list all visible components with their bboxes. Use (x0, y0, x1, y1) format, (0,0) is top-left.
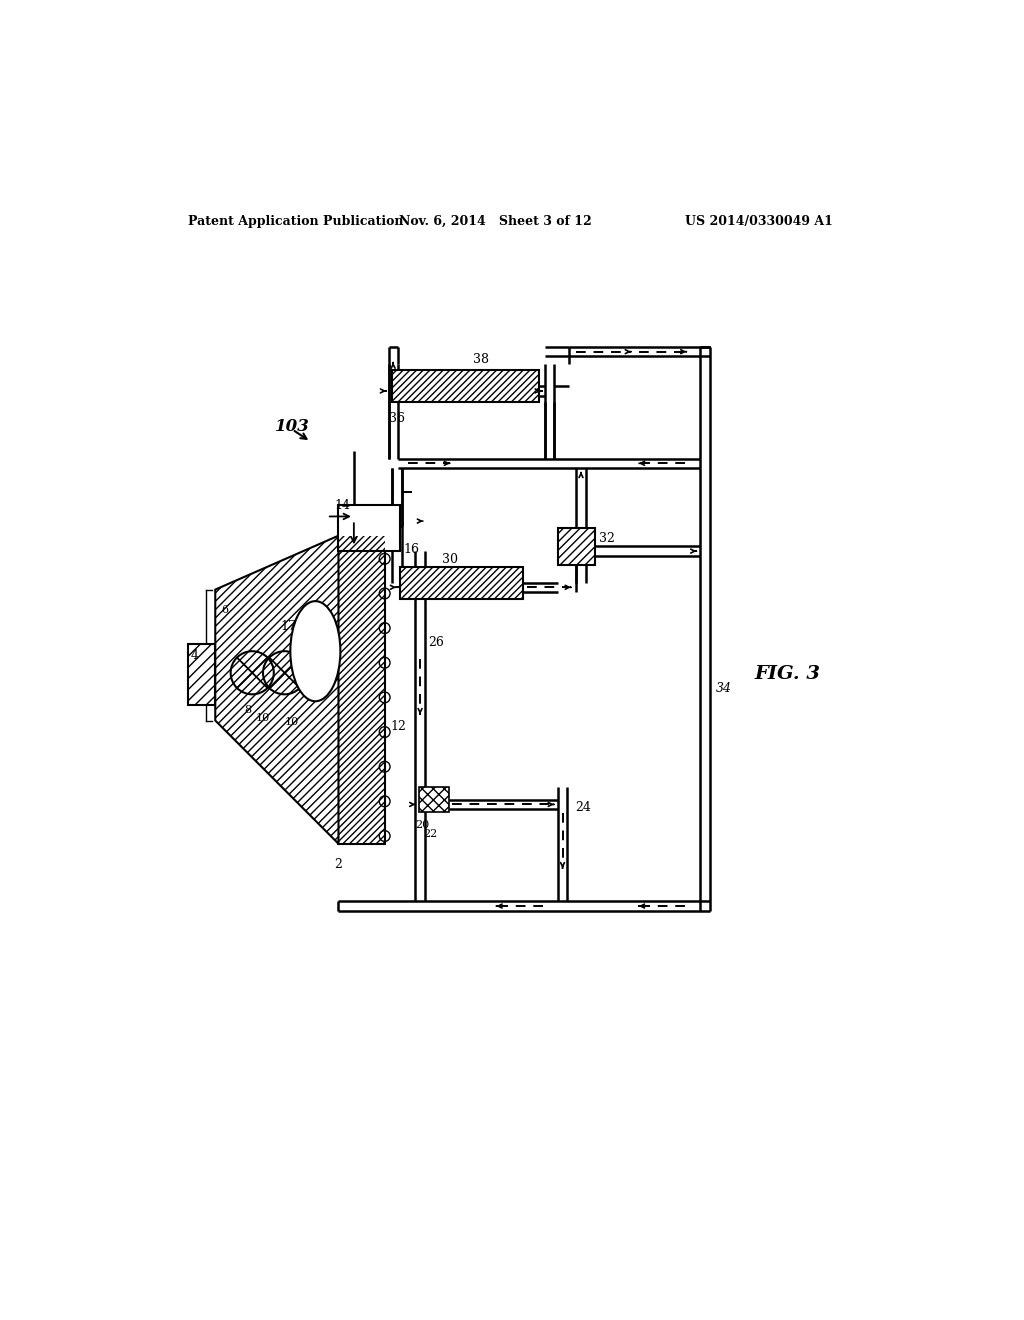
Text: 12: 12 (391, 721, 407, 734)
Bar (392, 370, 539, 403)
Text: 103: 103 (275, 418, 310, 434)
Text: 14: 14 (335, 499, 350, 512)
Text: 22: 22 (423, 829, 437, 840)
Text: FIG. 3: FIG. 3 (755, 665, 820, 684)
Bar (188, 644, 215, 705)
Text: 24: 24 (574, 801, 591, 814)
Bar (392, 370, 539, 403)
Text: 17: 17 (281, 620, 297, 634)
Text: Patent Application Publication: Patent Application Publication (188, 215, 403, 228)
Ellipse shape (291, 601, 340, 701)
Text: 38: 38 (473, 354, 488, 366)
Bar (558, 528, 595, 565)
Text: 34: 34 (716, 682, 732, 696)
Bar (339, 506, 400, 552)
Bar (419, 788, 449, 812)
Text: 30: 30 (442, 553, 459, 566)
Text: US 2014/0330049 A1: US 2014/0330049 A1 (685, 215, 833, 228)
Bar (400, 566, 523, 599)
Text: 8: 8 (245, 705, 252, 715)
Bar (400, 566, 523, 599)
Text: 36: 36 (388, 412, 404, 425)
Text: 32: 32 (599, 532, 614, 545)
Bar (188, 644, 215, 705)
Text: 10: 10 (256, 713, 270, 723)
Polygon shape (215, 536, 339, 843)
Bar (339, 536, 385, 843)
Bar (339, 536, 385, 843)
Bar (419, 788, 449, 812)
Text: 10: 10 (285, 717, 299, 726)
Text: 4: 4 (190, 648, 199, 661)
Text: 26: 26 (429, 636, 444, 649)
Text: 20: 20 (416, 820, 430, 830)
Text: 16: 16 (403, 544, 420, 557)
Bar (558, 528, 595, 565)
Text: Nov. 6, 2014   Sheet 3 of 12: Nov. 6, 2014 Sheet 3 of 12 (398, 215, 591, 228)
Text: 2: 2 (335, 858, 342, 871)
Text: 6: 6 (221, 605, 228, 615)
